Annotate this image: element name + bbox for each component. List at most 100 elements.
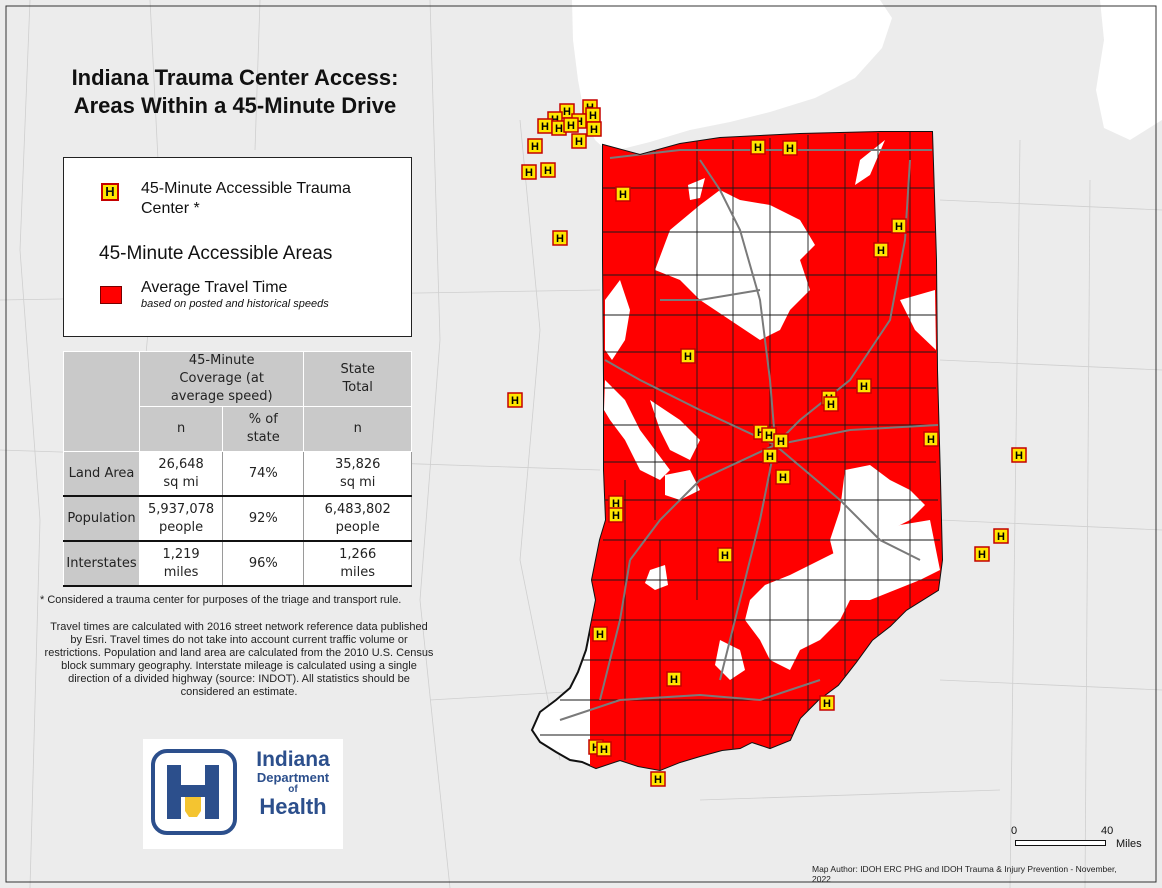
trauma-center-marker[interactable]: H [762, 448, 778, 464]
trauma-center-marker[interactable]: H [775, 469, 791, 485]
marker-glyph: H [511, 395, 519, 407]
logo-line-3: of [288, 784, 298, 795]
trauma-center-marker[interactable]: H [608, 495, 624, 511]
trauma-center-marker[interactable]: H [527, 138, 543, 154]
idoh-logo: Indiana Department of Health [143, 739, 343, 849]
marker-glyph: H [567, 120, 575, 132]
trauma-center-marker[interactable]: H [819, 695, 835, 711]
state-total-header: State Total [303, 351, 412, 407]
trauma-center-marker[interactable]: H [823, 396, 839, 412]
legend-areas-heading: 45-Minute Accessible Areas [99, 243, 333, 264]
marker-glyph: H [777, 436, 785, 448]
trauma-center-marker[interactable]: H [782, 140, 798, 156]
scale-end-label: 40 [1101, 825, 1114, 837]
marker-glyph: H [765, 430, 773, 442]
trauma-center-marker[interactable]: H [773, 433, 789, 449]
marker-glyph: H [531, 141, 539, 153]
map-credit: Map Author: IDOH ERC PHG and IDOH Trauma… [812, 864, 1117, 884]
state-total: 35,826 sq mi [303, 451, 412, 497]
trauma-center-marker[interactable]: H [974, 546, 990, 562]
coverage-n: 5,937,078 people [138, 495, 224, 542]
legend-travel-time-note: based on posted and historical speeds [141, 298, 329, 310]
coverage-table: 45-Minute Coverage (at average speed) St… [63, 351, 412, 587]
trauma-center-marker[interactable]: H [521, 164, 537, 180]
trauma-center-marker[interactable]: H [856, 378, 872, 394]
trauma-center-marker[interactable]: H [559, 103, 575, 119]
trauma-center-marker[interactable]: H [680, 348, 696, 364]
map-title-line-2: Areas Within a 45-Minute Drive [73, 93, 397, 118]
coverage-pct: 96% [222, 540, 305, 587]
trauma-center-marker[interactable]: H [537, 118, 553, 134]
marker-glyph: H [600, 744, 608, 756]
coverage-header: 45-Minute Coverage (at average speed) [138, 351, 305, 407]
table-header-row: 45-Minute Coverage (at average speed) St… [63, 351, 412, 452]
trauma-center-marker[interactable]: H [592, 626, 608, 642]
scale-start-label: 0 [1011, 825, 1018, 837]
state-total: 6,483,802 people [303, 495, 412, 542]
marker-glyph: H [612, 498, 620, 510]
footnote: * Considered a trauma center for purpose… [40, 594, 402, 606]
marker-glyph: H [997, 531, 1005, 543]
trauma-center-marker[interactable]: H [750, 139, 766, 155]
lake-michigan [572, 0, 892, 150]
trauma-center-marker[interactable]: H [571, 133, 587, 149]
col-n-header: n [138, 406, 224, 452]
trauma-center-marker[interactable]: H [507, 392, 523, 408]
trauma-center-marker[interactable]: H [552, 230, 568, 246]
trauma-center-marker[interactable]: H [891, 218, 907, 234]
trauma-center-marker[interactable]: H [586, 121, 602, 137]
logo-wordmark: Indiana Department of Health [243, 749, 343, 819]
marker-glyph: H [541, 121, 549, 133]
trauma-center-marker[interactable]: H [615, 186, 631, 202]
trauma-center-markers: H H H H H H H H H H H H H H H H H H H H … [507, 99, 1027, 787]
marker-glyph: H [612, 510, 620, 522]
trauma-center-marker[interactable]: H [993, 528, 1009, 544]
trauma-center-marker[interactable]: H [873, 242, 889, 258]
table-corner-cell [63, 351, 140, 452]
scale-bar [1015, 840, 1106, 846]
marker-glyph: H [590, 124, 598, 136]
table-row: Land Area 26,648 sq mi 74% 35,826 sq mi [63, 451, 412, 497]
trauma-center-marker[interactable]: H [923, 431, 939, 447]
accessible-area-swatch [100, 286, 122, 304]
logo-line-2: Department [256, 770, 330, 785]
lake-erie [1096, 0, 1162, 140]
marker-glyph: H [556, 233, 564, 245]
map-title-line-1: Indiana Trauma Center Access: [71, 65, 399, 90]
table-row: Population 5,937,078 people 92% 6,483,80… [63, 495, 412, 542]
row-label: Land Area [63, 451, 140, 497]
marker-glyph: H [670, 674, 678, 686]
marker-glyph: H [757, 427, 765, 439]
marker-glyph: H [927, 434, 935, 446]
marker-glyph: H [827, 399, 835, 411]
table-subheader-row: n % of state n [64, 406, 412, 452]
marker-glyph: H [823, 698, 831, 710]
trauma-center-marker[interactable]: H [650, 771, 666, 787]
trauma-center-marker[interactable]: H [540, 162, 556, 178]
trauma-center-marker[interactable]: H [585, 107, 601, 123]
marker-glyph: H [766, 451, 774, 463]
coverage-pct: 92% [222, 495, 305, 542]
legend-box: H 45-Minute Accessible Trauma Center * 4… [63, 157, 412, 337]
marker-glyph: H [589, 110, 597, 122]
indiana-state-shield-icon [151, 749, 237, 835]
trauma-center-symbol: H [101, 183, 119, 201]
trauma-center-marker[interactable]: H [596, 741, 612, 757]
trauma-center-marker[interactable]: H [563, 117, 579, 133]
trauma-center-marker[interactable]: H [666, 671, 682, 687]
trauma-center-marker[interactable]: H [608, 507, 624, 523]
marker-glyph: H [895, 221, 903, 233]
marker-glyph: H [592, 742, 600, 754]
legend-travel-time-label: Average Travel Time [141, 279, 288, 296]
marker-glyph: H [860, 381, 868, 393]
marker-glyph: H [786, 143, 794, 155]
trauma-center-marker[interactable]: H [1011, 447, 1027, 463]
marker-glyph: H [684, 351, 692, 363]
marker-glyph: H [654, 774, 662, 786]
marker-glyph: H [544, 165, 552, 177]
row-label: Population [63, 495, 140, 542]
coverage-n: 26,648 sq mi [138, 451, 224, 497]
trauma-center-marker[interactable]: H [717, 547, 733, 563]
